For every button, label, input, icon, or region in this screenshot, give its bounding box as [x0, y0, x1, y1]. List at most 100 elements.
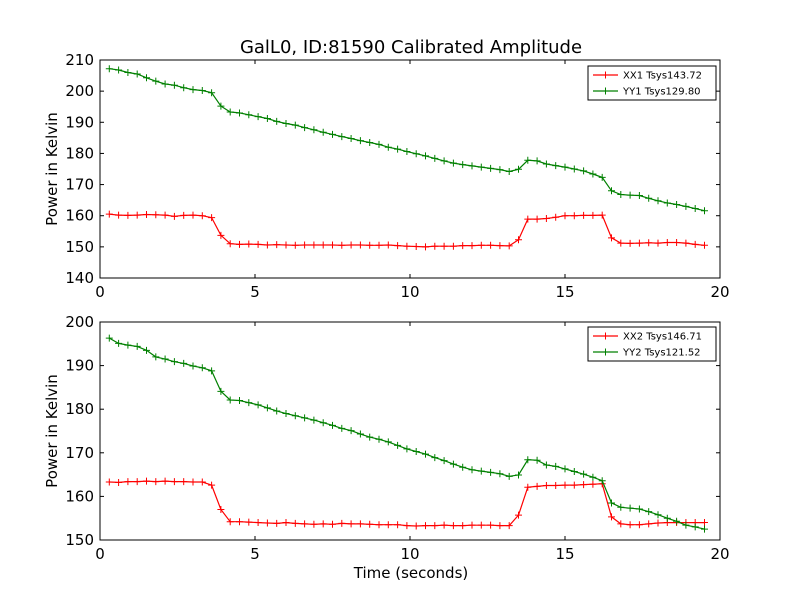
data-point-marker [449, 460, 457, 468]
data-point-marker [570, 481, 578, 489]
data-point-marker [236, 240, 243, 248]
data-point-marker [105, 334, 113, 342]
data-point-marker [673, 517, 681, 525]
plot-area [105, 334, 708, 533]
data-point-marker [580, 481, 588, 489]
series-line-2 [109, 337, 705, 530]
data-point-marker [198, 478, 206, 486]
data-point-marker [412, 150, 420, 158]
data-point-marker [245, 399, 253, 407]
data-point-marker [366, 433, 374, 441]
y-tick-label: 160 [65, 207, 94, 225]
data-point-marker [663, 238, 671, 246]
data-point-marker [254, 240, 262, 248]
data-point-marker [608, 513, 615, 521]
legend-entry-label: YY1 Tsys129.80 [622, 87, 701, 98]
data-point-marker [552, 213, 560, 221]
data-point-marker [682, 202, 690, 210]
y-tick-label: 190 [65, 357, 94, 375]
data-point-marker [617, 191, 625, 199]
data-point-marker [477, 241, 485, 249]
data-point-marker [561, 163, 569, 171]
y-tick-label: 150 [65, 531, 94, 549]
data-point-marker [645, 508, 653, 516]
data-point-marker [635, 505, 643, 513]
data-point-marker [217, 505, 225, 513]
x-tick-label: 20 [710, 283, 729, 301]
data-point-marker [133, 211, 141, 219]
data-point-marker [105, 210, 113, 218]
data-point-marker [431, 242, 439, 250]
legend-box [587, 326, 717, 362]
legend-entry-label: YY2 Tsys121.52 [622, 348, 701, 359]
data-point-marker [487, 164, 495, 172]
data-point-marker [570, 212, 578, 220]
data-point-marker [310, 520, 318, 528]
data-point-marker [347, 427, 355, 435]
data-point-marker [682, 239, 690, 247]
y-tick-label: 170 [65, 176, 94, 194]
x-tick-label: 5 [250, 545, 260, 563]
data-point-marker [375, 241, 383, 249]
data-point-marker [310, 241, 318, 249]
legend-marker [602, 348, 609, 356]
data-point-marker [561, 212, 569, 220]
data-point-marker [459, 522, 467, 530]
data-point-marker [347, 520, 355, 528]
data-point-marker [143, 477, 150, 485]
legend-entry-label: XX1 Tsys143.72 [623, 71, 702, 82]
data-point-marker [329, 520, 336, 528]
chart-title: GalL0, ID:81590 Calibrated Amplitude [240, 37, 582, 58]
data-point-marker [701, 207, 708, 215]
data-point-marker [403, 522, 411, 530]
data-point-marker [533, 456, 541, 464]
series-line-1 [109, 213, 705, 248]
data-point-marker [356, 137, 364, 145]
data-point-marker [635, 521, 643, 529]
top-panel: 0 5 10 15 20 140 150 160 170 180 190 200 210 Power in… [43, 51, 730, 301]
data-point-marker [143, 346, 150, 354]
data-point-marker [691, 205, 699, 213]
data-point-marker [422, 243, 429, 251]
data-point-marker [329, 130, 336, 138]
data-point-marker [524, 156, 532, 164]
data-point-marker [673, 201, 681, 209]
data-point-marker [496, 522, 504, 530]
data-point-marker [319, 419, 327, 427]
data-point-marker [273, 117, 281, 125]
data-point-marker [198, 364, 206, 372]
legend-marker [602, 71, 609, 79]
data-point-marker [431, 154, 439, 162]
data-point-marker [654, 239, 662, 247]
data-point-marker [468, 521, 476, 529]
data-point-marker [198, 87, 206, 95]
y-axis-label: Power in Kelvin [43, 112, 61, 226]
data-point-marker [449, 522, 457, 530]
data-point-marker [394, 145, 402, 153]
data-point-marker [487, 468, 495, 476]
data-point-marker [273, 519, 281, 527]
bottom-panel: 0 5 10 15 20 150 160 170 180 190 200 Power in Kelvi… [43, 313, 730, 563]
data-point-marker [301, 414, 309, 422]
data-point-marker [124, 341, 132, 349]
data-point-marker [329, 421, 336, 429]
data-point-marker [375, 435, 383, 443]
data-point-marker [208, 214, 216, 222]
data-point-marker [254, 113, 262, 121]
data-point-marker [217, 231, 225, 239]
data-point-marker [366, 241, 374, 249]
data-point-marker [701, 241, 708, 249]
data-point-marker [375, 521, 383, 529]
data-point-marker [487, 241, 495, 249]
data-point-marker [180, 359, 188, 367]
data-point-marker [245, 240, 253, 248]
data-point-marker [663, 514, 671, 522]
data-point-marker [626, 504, 634, 512]
data-point-marker [133, 342, 141, 350]
data-point-marker [477, 163, 485, 171]
data-point-marker [115, 339, 123, 347]
data-point-marker [617, 503, 625, 511]
data-point-marker [329, 241, 336, 249]
data-point-marker [105, 478, 113, 486]
